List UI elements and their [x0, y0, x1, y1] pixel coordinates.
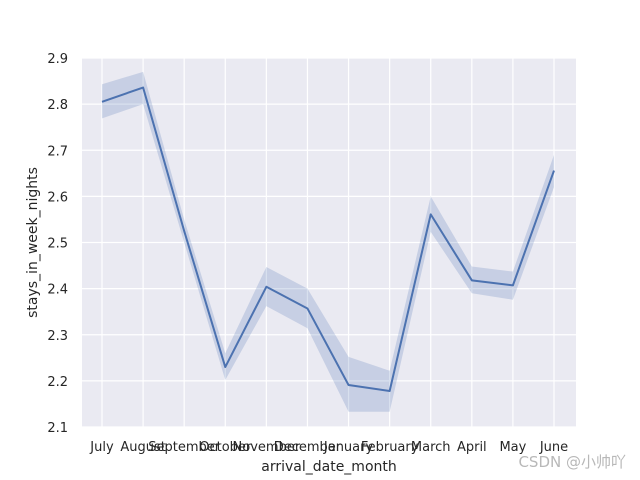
x-tick-label: June	[539, 440, 568, 455]
x-tick-label: December	[274, 440, 342, 455]
watermark: CSDN @小帅吖	[518, 453, 626, 471]
x-tick-label: November	[233, 440, 301, 455]
y-tick-label: 2.3	[47, 329, 68, 344]
y-tick-label: 2.9	[47, 52, 68, 67]
y-tick-labels: 2.1 2.2 2.3 2.4 2.5 2.6 2.7 2.8 2.9	[47, 52, 68, 436]
data-line	[101, 86, 555, 393]
y-tick-label: 2.4	[47, 283, 68, 298]
y-axis-label: stays_in_week_nights	[25, 167, 41, 318]
x-tick-label: September	[148, 440, 221, 455]
y-tick-label: 2.1	[47, 421, 68, 436]
y-tick-label: 2.2	[47, 375, 68, 390]
x-tick-label: March	[411, 440, 451, 455]
x-tick-label: January	[323, 440, 374, 455]
y-tick-label: 2.6	[47, 190, 68, 205]
ci-band	[102, 71, 554, 412]
x-tick-label: February	[361, 440, 419, 455]
x-tick-label: May	[499, 440, 526, 455]
y-tick-label: 2.8	[47, 98, 68, 113]
y-tick-label: 2.7	[47, 144, 68, 159]
x-tick-labels: July AugustSeptemberOctoberNovemberDecemb…	[89, 440, 568, 455]
series-line	[101, 86, 555, 393]
x-tick-label: October	[199, 440, 252, 455]
confidence-band	[102, 71, 554, 412]
grid-lines	[82, 57, 576, 428]
x-tick-label: August	[120, 440, 166, 455]
x-tick-label: April	[457, 440, 487, 455]
y-tick-label: 2.5	[47, 237, 68, 252]
x-tick-label: July	[89, 440, 114, 455]
x-axis-label: arrival_date_month	[261, 459, 397, 475]
